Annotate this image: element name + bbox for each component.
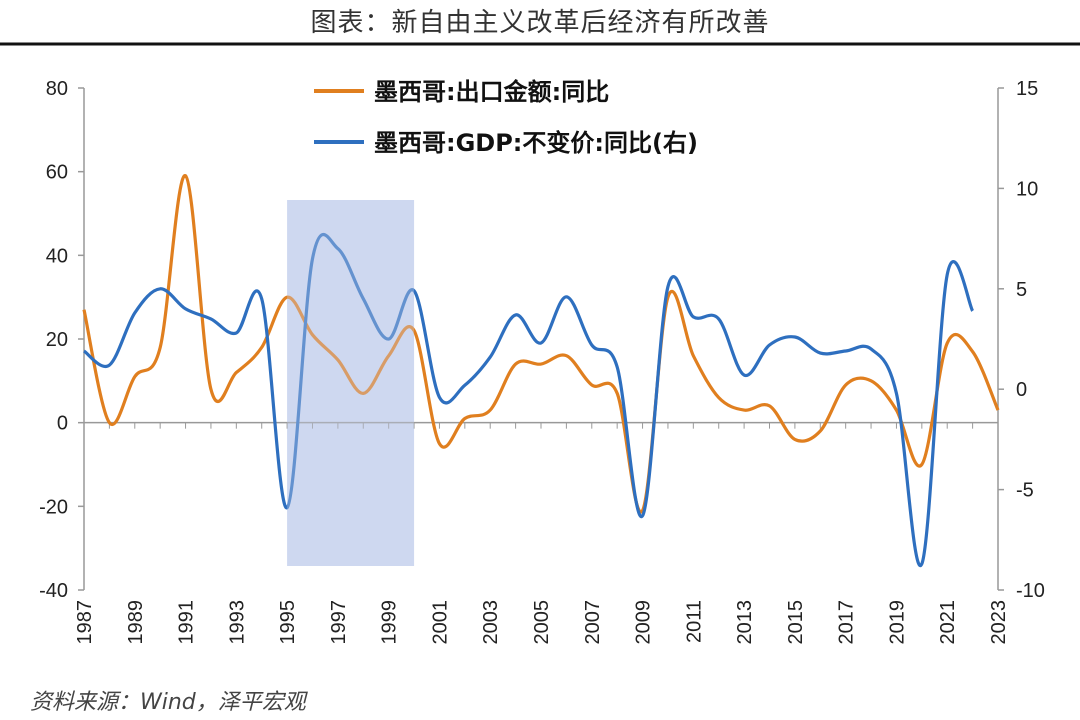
y-left-tick-label: -20 (39, 496, 68, 518)
y-right-tick-label: -5 (1016, 480, 1034, 502)
y-right-tick-label: 10 (1016, 178, 1038, 200)
chart-title: 图表：新自由主义改革后经济有所改善 (310, 8, 770, 38)
x-tick-label: 2003 (480, 600, 502, 645)
y-left-tick-label: 0 (57, 413, 68, 435)
legend-label-gdp: 墨西哥:GDP:不变价:同比(右) (374, 129, 698, 157)
x-tick-label: 1999 (379, 600, 401, 645)
y-left-tick-label: -40 (39, 580, 68, 602)
x-tick-label: 1991 (176, 600, 198, 645)
x-tick-label: 2007 (582, 600, 604, 645)
x-tick-label: 1997 (328, 600, 350, 645)
y-right-tick-label: -10 (1016, 580, 1045, 602)
y-right-tick-label: 15 (1016, 78, 1038, 100)
x-tick-label: 2019 (886, 600, 908, 645)
highlight-band-overlay (287, 200, 415, 566)
x-tick-label: 2009 (633, 600, 655, 645)
legend-label-export: 墨西哥:出口金额:同比 (374, 78, 609, 106)
x-tick-label: 2013 (734, 600, 756, 645)
x-tick-label: 2005 (531, 600, 553, 645)
y-left-tick-label: 80 (46, 78, 68, 100)
series-line-export (82, 174, 1000, 514)
x-tick-label: 2017 (836, 600, 858, 645)
x-tick-label: 1987 (74, 600, 96, 645)
x-tick-label: 2021 (937, 600, 959, 645)
x-tick-label: 1995 (277, 600, 299, 645)
x-tick-label: 1993 (226, 600, 248, 645)
y-left-tick-label: 20 (46, 329, 68, 351)
x-tick-label: 2001 (429, 600, 451, 645)
y-right-tick-label: 5 (1016, 279, 1027, 301)
x-tick-label: 2015 (785, 600, 807, 645)
x-tick-label: 1989 (125, 600, 147, 645)
x-tick-label: 2011 (683, 600, 705, 643)
series-line-gdp (83, 232, 975, 568)
y-left-tick-label: 60 (46, 162, 68, 184)
x-tick-label: 2023 (988, 600, 1010, 645)
y-right-tick-label: 0 (1016, 379, 1027, 401)
source-note: 资料来源：Wind，泽平宏观 (30, 690, 306, 715)
y-left-tick-label: 40 (46, 245, 68, 267)
